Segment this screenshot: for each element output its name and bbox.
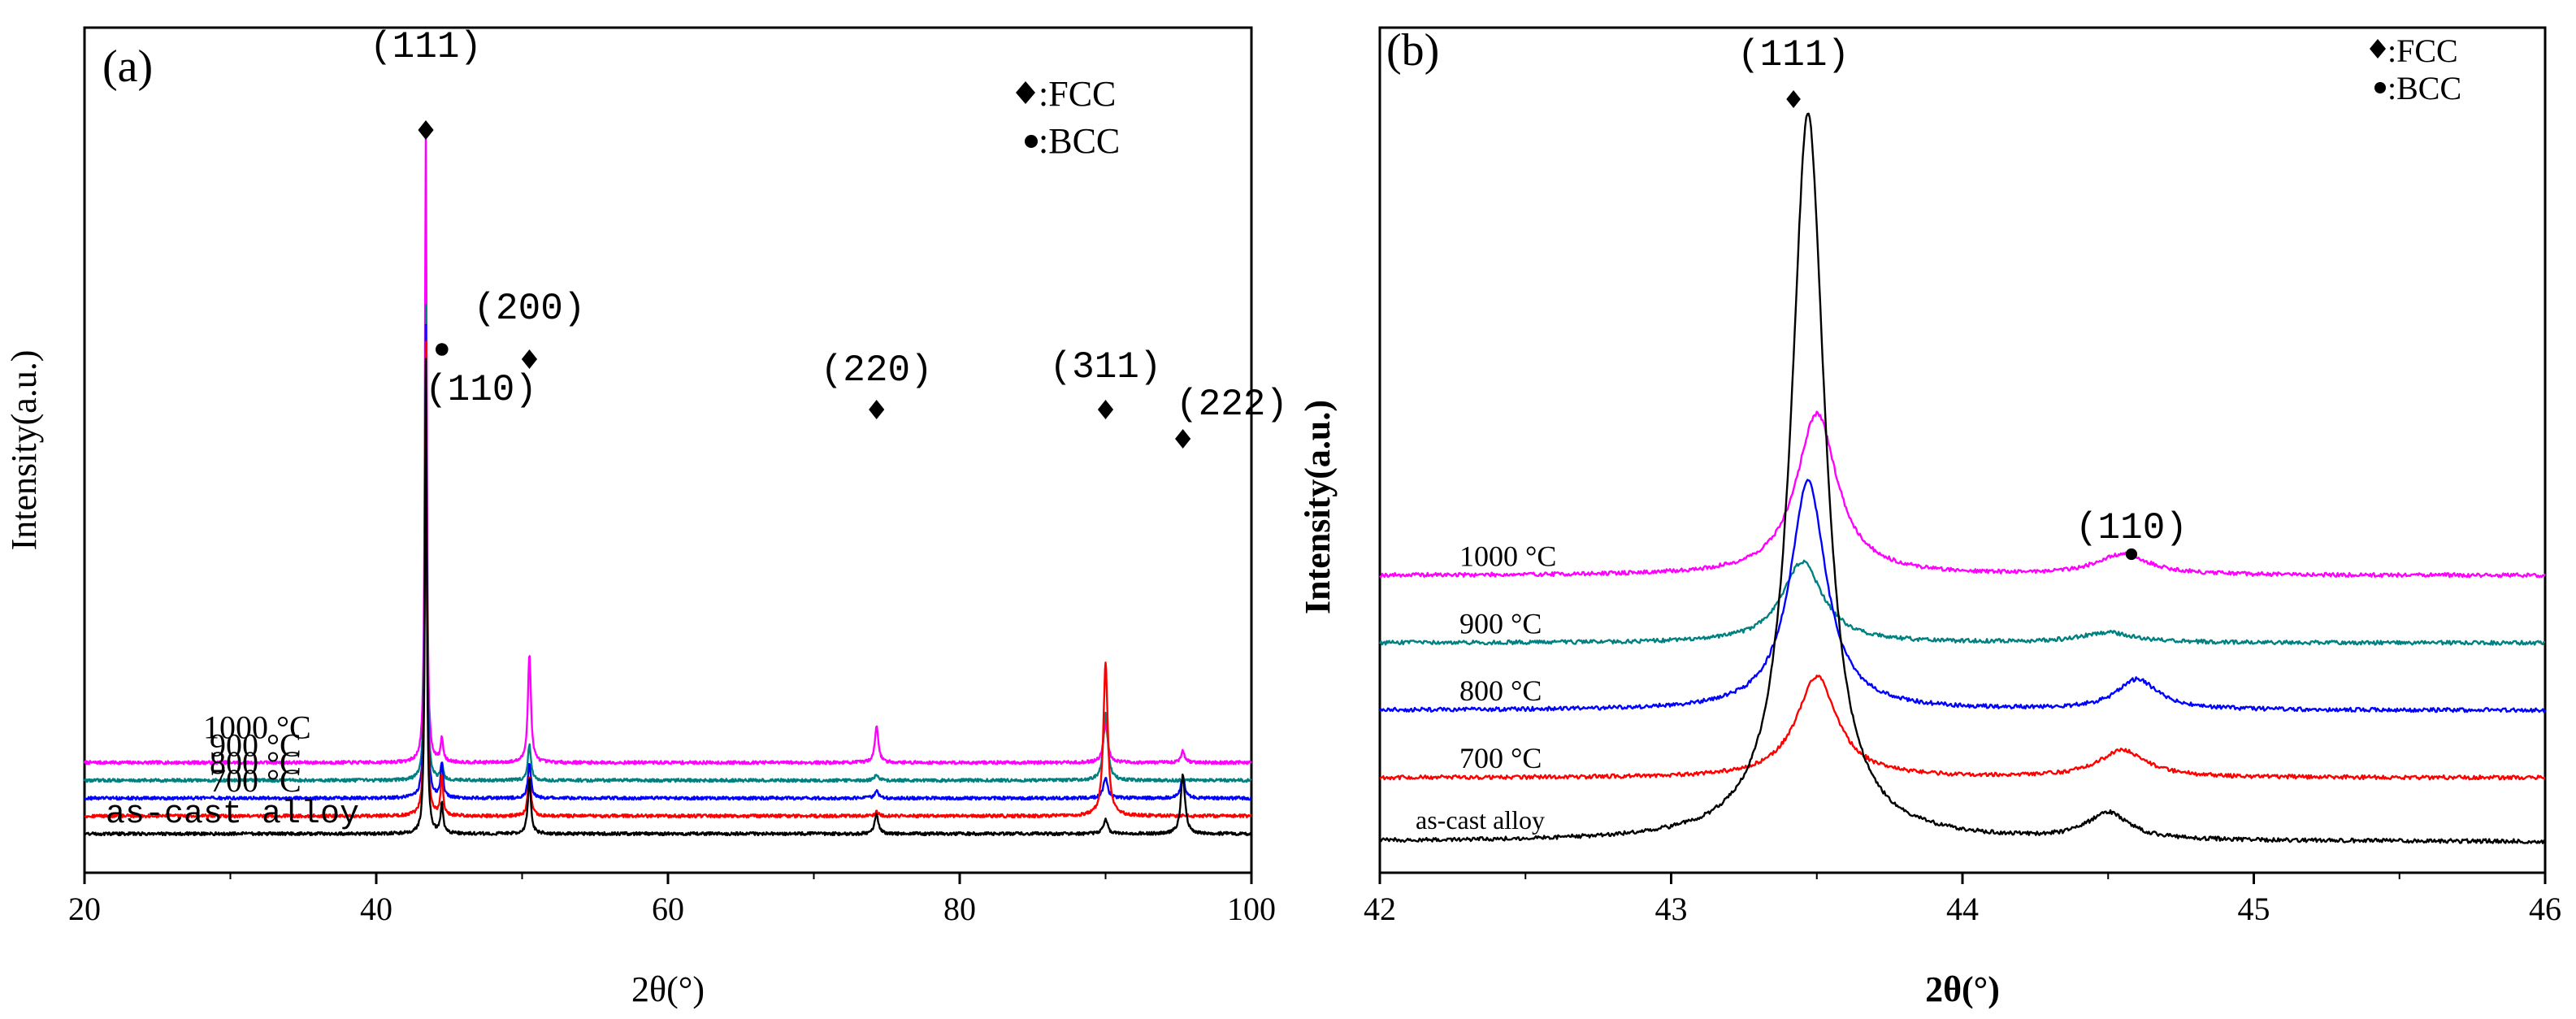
x-tick-label: 80 (943, 891, 976, 927)
diamond-icon (1097, 400, 1114, 419)
x-tick-label: 60 (652, 891, 684, 927)
x-axis-label-a: 2θ(°) (631, 969, 705, 1009)
x-ticks-a: 20 40 60 80 100 (68, 873, 1276, 927)
circle-icon (435, 343, 449, 356)
plot-frame-b (1378, 26, 2547, 874)
diamond-icon (2370, 39, 2386, 59)
x-tick-label: 43 (1655, 891, 1688, 927)
series-label: 900 °C (1459, 607, 1542, 640)
panel-label-b: (b) (1386, 25, 1439, 76)
series-label: 1000 °C (203, 709, 311, 745)
series-line (83, 304, 1252, 783)
x-tick-label: 20 (68, 891, 101, 927)
peak-label: (111) (370, 26, 482, 68)
series-line (1379, 410, 2546, 579)
series-group-b (1378, 112, 2547, 844)
diamond-icon (418, 120, 434, 140)
y-axis-label-b: Intensity(a.u.) (1298, 400, 1338, 614)
x-tick-label: 100 (1227, 891, 1276, 927)
x-axis-label-b: 2θ(°) (1925, 969, 2000, 1009)
series-label: 900 °C (210, 726, 301, 763)
circle-icon (2374, 82, 2386, 93)
circle-icon (2125, 548, 2138, 561)
legend-b: :FCC :BCC (2370, 33, 2461, 106)
series-line (1379, 112, 2546, 844)
series-label: 800 °C (210, 744, 301, 781)
series-label: as-cast alloy (106, 796, 359, 833)
diamond-icon (1016, 81, 1035, 104)
series-label: 1000 °C (1459, 540, 1556, 572)
series-line (1378, 559, 2546, 646)
series-label: as-cast alloy (1416, 805, 1545, 835)
peak-label: (311) (1049, 346, 1161, 388)
peak-annotations-a: (111) (110) (200) (220) (311) (222) (370, 26, 1288, 449)
peak-label: (111) (1737, 34, 1850, 76)
peak-label: (222) (1176, 384, 1288, 426)
series-line (84, 340, 1252, 819)
legend-fcc-a: :FCC (1016, 74, 1116, 114)
peak-label: (110) (2075, 507, 2188, 549)
series-line (83, 128, 1252, 765)
panel-b: 42 43 44 45 46 1000 °C 900 °C 800 °C 700 °C as-c… (1298, 25, 2561, 1009)
legend-bcc-b: :BCC (2374, 70, 2461, 106)
peak-annotations-b: (111) (110) (1737, 34, 2188, 561)
peak-label: (110) (425, 369, 537, 411)
series-line (1379, 479, 2547, 713)
series-label: 800 °C (1459, 674, 1542, 707)
legend-fcc-label-a: :FCC (1039, 74, 1116, 114)
peak-label: (200) (473, 288, 585, 330)
x-tick-label: 45 (2238, 891, 2270, 927)
x-ticks-b: 42 43 44 45 46 (1364, 873, 2561, 927)
series-label: 700 °C (210, 762, 301, 799)
circle-icon (1025, 135, 1038, 148)
legend-fcc-label-b: :FCC (2387, 33, 2458, 69)
x-tick-label: 40 (360, 891, 392, 927)
series-labels-b: 1000 °C 900 °C 800 °C 700 °C as-cast alloy (1416, 540, 1556, 835)
legend-bcc-a: :BCC (1025, 121, 1120, 161)
x-tick-label: 44 (1946, 891, 1979, 927)
series-label: 700 °C (1459, 742, 1542, 774)
series-line (84, 358, 1252, 837)
series-line (1379, 674, 2546, 781)
legend-a: :FCC :BCC (1016, 74, 1120, 161)
legend-bcc-label-b: :BCC (2387, 70, 2461, 106)
x-tick-label: 46 (2529, 891, 2561, 927)
peak-label: (220) (821, 349, 933, 392)
panel-label-a: (a) (102, 41, 153, 92)
series-line (84, 323, 1252, 801)
diamond-icon (1175, 429, 1191, 449)
diamond-icon (869, 400, 885, 419)
x-tick-label: 42 (1364, 891, 1396, 927)
legend-bcc-label-a: :BCC (1039, 121, 1120, 161)
legend-fcc-b: :FCC (2370, 33, 2458, 69)
diamond-icon (521, 349, 538, 369)
diamond-icon (1786, 90, 1801, 108)
y-axis-label-a: Intensity(a.u.) (4, 350, 44, 551)
series-group-a (83, 128, 1252, 837)
